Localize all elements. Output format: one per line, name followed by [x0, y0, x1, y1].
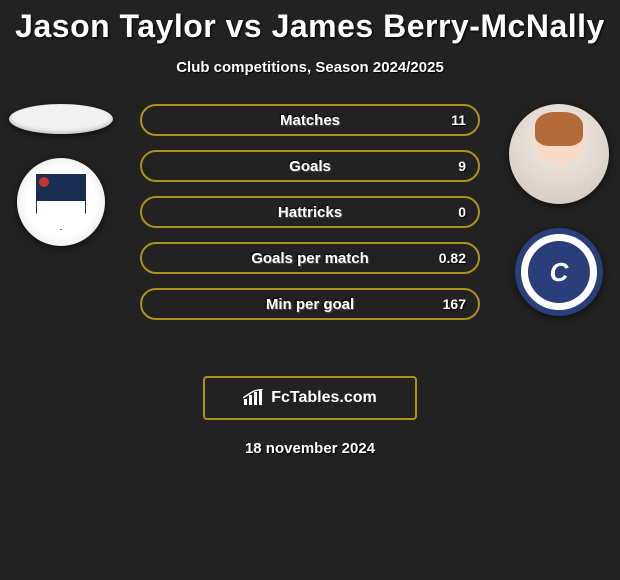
- stat-row-goals: Goals 9: [140, 150, 480, 182]
- left-player-avatar-placeholder: [9, 104, 113, 134]
- right-player-column: C: [504, 104, 614, 344]
- stat-row-hattricks: Hattricks 0: [140, 196, 480, 228]
- page-title: Jason Taylor vs James Berry-McNally: [0, 0, 620, 45]
- stat-value-right: 167: [443, 296, 466, 312]
- stat-value-right: 0.82: [439, 250, 466, 266]
- stat-label: Matches: [280, 112, 340, 129]
- brand-box[interactable]: FcTables.com: [203, 376, 417, 420]
- date-line: 18 november 2024: [0, 440, 620, 457]
- stat-row-goals-per-match: Goals per match 0.82: [140, 242, 480, 274]
- club-badge-monogram-icon: C: [528, 241, 590, 303]
- stat-value-right: 0: [458, 204, 466, 220]
- shield-icon: [36, 174, 86, 230]
- stat-value-right: 9: [458, 158, 466, 174]
- stat-list: Matches 11 Goals 9 Hattricks 0 Goals per…: [140, 104, 480, 320]
- brand-text: FcTables.com: [271, 389, 377, 407]
- stat-row-matches: Matches 11: [140, 104, 480, 136]
- comparison-body: C Matches 11 Goals 9 Hattricks 0 Goals p…: [0, 104, 620, 354]
- right-player-avatar: [509, 104, 609, 204]
- stat-label: Min per goal: [266, 296, 354, 313]
- stat-label: Hattricks: [278, 204, 342, 221]
- left-club-badge: [17, 158, 105, 246]
- right-club-badge: C: [515, 228, 603, 316]
- stat-row-min-per-goal: Min per goal 167: [140, 288, 480, 320]
- stat-value-right: 11: [451, 112, 466, 128]
- bar-chart-icon: [243, 389, 265, 407]
- stat-label: Goals per match: [251, 250, 369, 267]
- subtitle: Club competitions, Season 2024/2025: [0, 59, 620, 76]
- stat-label: Goals: [289, 158, 331, 175]
- left-player-column: [6, 104, 116, 344]
